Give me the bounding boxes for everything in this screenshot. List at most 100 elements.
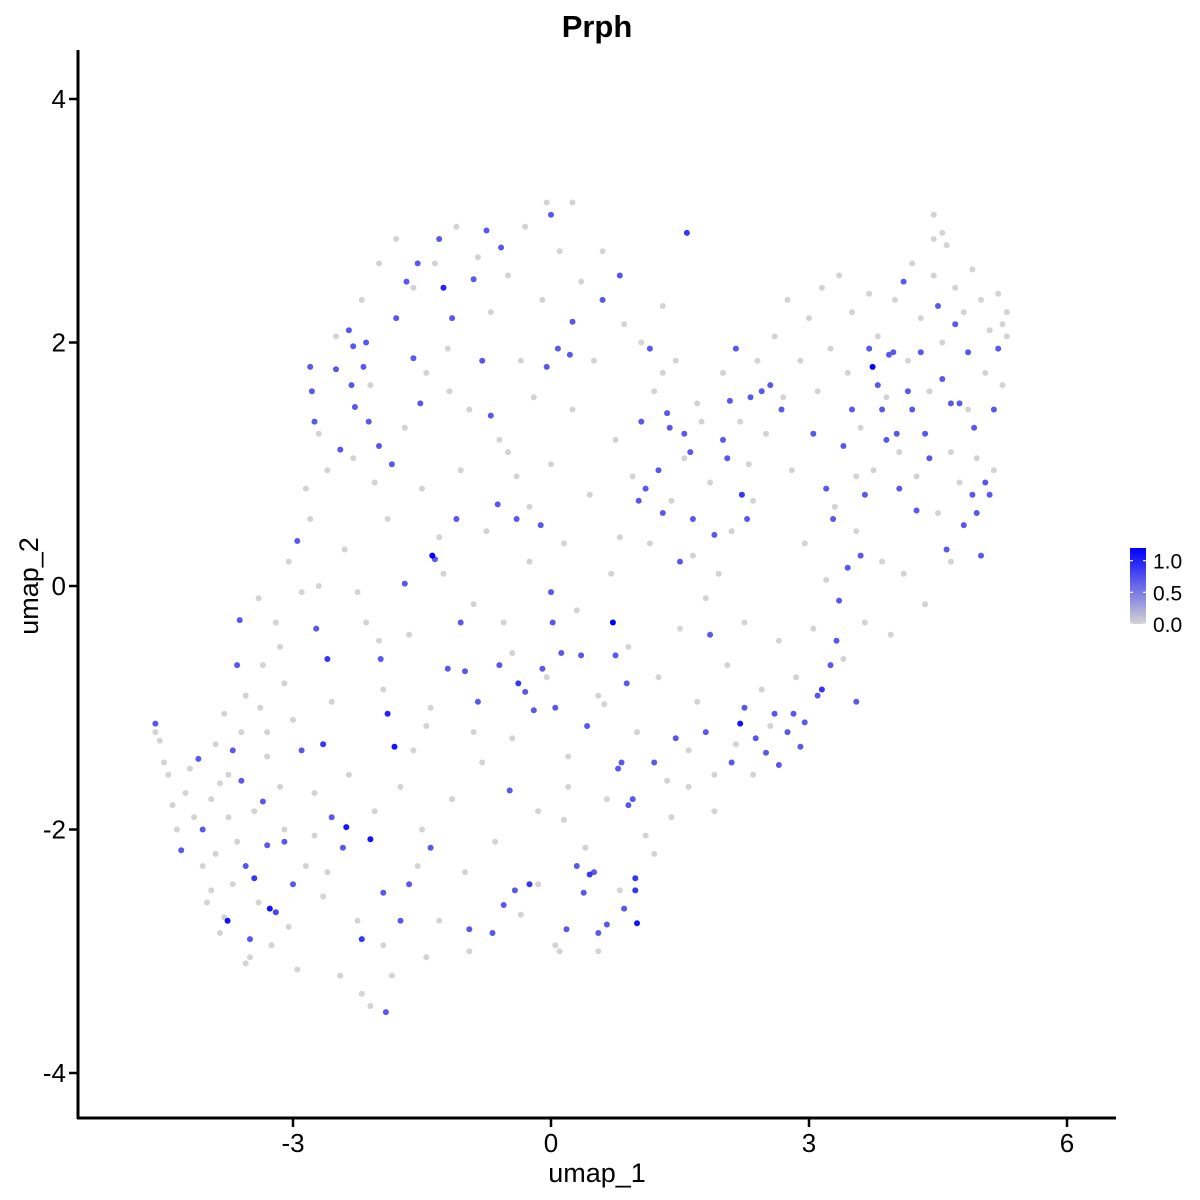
cell-point [737, 720, 744, 727]
cell-point [707, 631, 714, 638]
cell-point [251, 875, 258, 882]
cell-point [801, 540, 808, 547]
cell-point [896, 449, 903, 456]
cell-point [956, 479, 963, 486]
cell-point [397, 917, 404, 924]
cell-point [956, 400, 963, 407]
cell-point [548, 461, 554, 468]
cell-point [831, 503, 838, 510]
cell-point [582, 844, 589, 851]
cell-point [655, 467, 662, 474]
cell-point [814, 692, 821, 699]
cell-point [474, 254, 481, 261]
cell-point [285, 923, 292, 930]
cell-point [337, 446, 344, 453]
cell-point [348, 382, 355, 389]
cell-point [466, 406, 473, 413]
cell-point [384, 710, 391, 717]
cell-point [470, 729, 477, 736]
cell-point [311, 418, 318, 425]
cell-point [234, 838, 241, 845]
cell-point [563, 926, 570, 933]
cell-point [687, 449, 694, 456]
cell-point [926, 455, 933, 462]
cell-point [453, 516, 460, 522]
cell-point [208, 796, 215, 803]
cell-point [221, 710, 228, 717]
cell-point [526, 558, 533, 565]
cell-point [771, 710, 778, 717]
cell-point [522, 223, 529, 230]
cell-point [758, 388, 765, 395]
cell-point [505, 272, 511, 279]
cell-point [904, 388, 911, 395]
cell-point [904, 357, 911, 364]
cell-point [741, 704, 748, 711]
cell-point [973, 455, 980, 462]
cell-point [552, 704, 559, 711]
cell-point [685, 783, 692, 790]
cell-point [556, 948, 563, 955]
cell-point [212, 850, 219, 857]
cell-point [849, 406, 855, 413]
cell-point [586, 871, 593, 878]
cell-point [479, 357, 486, 364]
cell-point [836, 597, 843, 604]
cell-point [634, 920, 640, 927]
cell-point [728, 528, 735, 535]
cell-point [573, 607, 580, 614]
cell-point [165, 771, 172, 778]
cell-point [515, 680, 522, 687]
cell-point [511, 887, 518, 894]
cell-point [212, 741, 219, 748]
cell-point [225, 814, 232, 821]
cell-point [537, 522, 544, 529]
cell-point [580, 889, 587, 896]
cell-point [861, 619, 868, 626]
cell-point [668, 497, 675, 504]
cell-point [466, 926, 473, 933]
cell-point [543, 363, 550, 370]
cell-point [229, 747, 236, 754]
cell-point [990, 406, 997, 413]
cell-point [343, 824, 350, 831]
cell-point [879, 406, 886, 413]
cell-point [806, 315, 812, 322]
cell-point [152, 720, 159, 727]
cell-point [635, 497, 642, 504]
cell-point [1003, 333, 1010, 340]
cell-point [810, 625, 817, 632]
cell-point [307, 363, 314, 370]
cell-point [358, 936, 365, 943]
cell-point [281, 826, 288, 833]
cell-point [494, 501, 501, 508]
cell-point [711, 771, 718, 778]
cell-point [578, 652, 585, 659]
y-tick-label: -4 [43, 1058, 66, 1088]
cell-point [315, 583, 322, 589]
cell-point [609, 619, 616, 626]
cell-point [509, 650, 516, 656]
cell-point [738, 491, 745, 498]
cell-point [999, 321, 1006, 328]
cell-point [377, 656, 384, 662]
cell-point [621, 321, 628, 328]
cell-point [638, 339, 645, 346]
cell-point [558, 650, 565, 656]
cell-point [778, 406, 785, 413]
cell-point [500, 619, 507, 626]
cell-point [965, 406, 972, 413]
cell-point [208, 887, 215, 894]
cell-point [982, 479, 989, 486]
cell-point [732, 741, 739, 748]
cell-point [255, 595, 262, 602]
cell-point [489, 930, 496, 936]
cell-point [595, 692, 602, 699]
x-tick-label: 0 [544, 1128, 558, 1158]
cell-point [892, 296, 898, 303]
cell-point [625, 802, 632, 809]
cell-point [810, 430, 817, 437]
cell-point [535, 808, 542, 815]
cell-point [530, 707, 537, 714]
cell-point [410, 355, 417, 362]
